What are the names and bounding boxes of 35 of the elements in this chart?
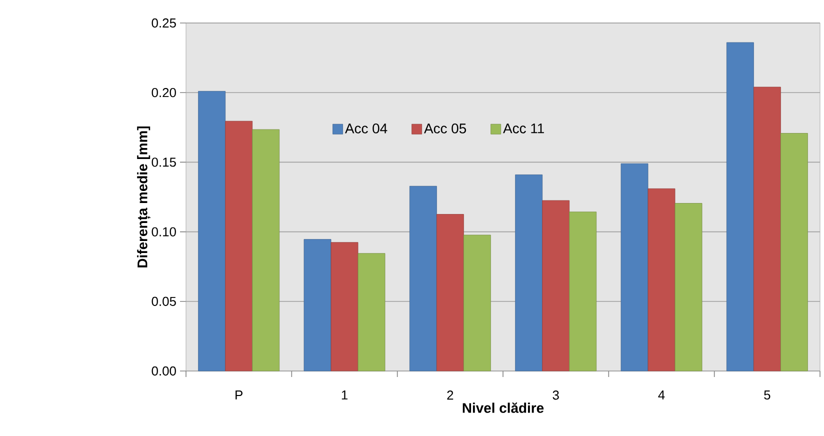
bar (542, 200, 570, 372)
y-tick-label: 0.20 (152, 88, 176, 98)
bar (304, 239, 332, 372)
legend-label: Acc 11 (503, 124, 544, 134)
y-tick-label: 0.25 (152, 18, 176, 28)
y-axis-title: Diferența medie [mm] (137, 126, 150, 268)
bar (648, 188, 676, 372)
x-axis-title: Nivel clădire (462, 402, 544, 413)
x-tick-label: 1 (342, 390, 348, 400)
x-tick-label: 5 (764, 390, 770, 400)
legend-label: Acc 05 (424, 124, 466, 134)
bar (436, 214, 464, 372)
bar (726, 42, 754, 372)
bar (225, 120, 253, 372)
y-tick-label: 0.10 (152, 227, 176, 236)
y-tick-label: 0.00 (152, 366, 176, 376)
bar (252, 129, 280, 372)
bar (198, 91, 226, 372)
bar (463, 234, 491, 372)
x-tick-label: 3 (552, 390, 559, 400)
legend-label: Acc 04 (345, 124, 388, 134)
bar (409, 186, 437, 372)
bar (620, 163, 648, 372)
x-tick-label: P (236, 390, 242, 400)
bar (780, 133, 808, 372)
y-tick-label: 0.15 (152, 158, 176, 167)
bar (569, 212, 597, 372)
bar (753, 86, 781, 372)
bar (330, 242, 358, 372)
bar (674, 203, 702, 372)
y-tick-label: 0.05 (152, 296, 176, 306)
x-tick-label: 2 (447, 390, 454, 400)
bar (515, 174, 543, 372)
bar (358, 253, 386, 372)
x-tick-label: 4 (658, 390, 665, 400)
